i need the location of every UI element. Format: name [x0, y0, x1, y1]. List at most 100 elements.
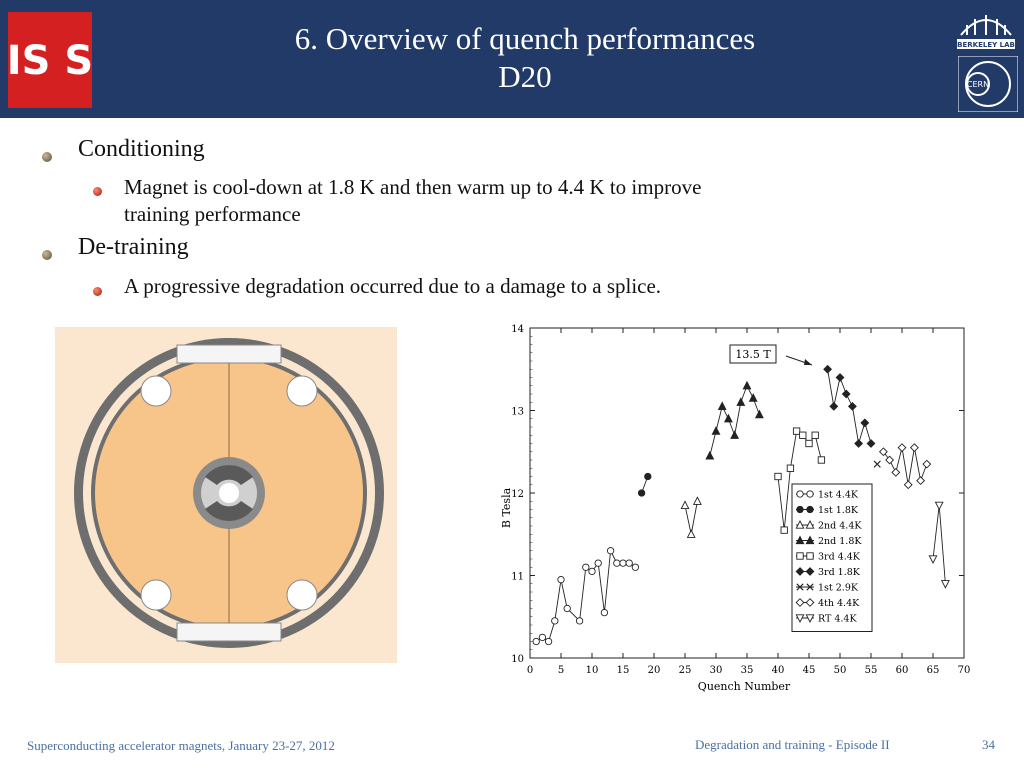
- x-tick-label: 15: [617, 665, 630, 676]
- data-point: [860, 418, 870, 428]
- y-tick-label: 11: [511, 572, 524, 583]
- y-tick-label: 12: [511, 489, 524, 500]
- sub-bullet-detraining: A progressive degradation occurred due t…: [124, 274, 662, 298]
- data-point: [631, 563, 640, 571]
- series-1st-1-8k: [637, 472, 652, 497]
- data-point: [885, 455, 895, 465]
- isis-logo: IS S: [8, 12, 92, 108]
- data-point: [796, 490, 804, 498]
- data-point: [538, 633, 547, 642]
- y-tick-label: 13: [511, 407, 524, 418]
- x-axis-label: Quench Number: [698, 680, 791, 693]
- legend-label: 2nd 1.8K: [818, 536, 862, 547]
- data-point: [594, 559, 602, 567]
- data-point: [903, 480, 913, 490]
- data-point: [544, 637, 553, 646]
- x-tick-label: 35: [741, 665, 754, 676]
- data-point: [736, 397, 746, 406]
- legend-label: 3rd 1.8K: [818, 567, 861, 578]
- data-point: [795, 598, 805, 607]
- sub-bullet-icon: [93, 287, 102, 296]
- series-2nd-4-4k: [680, 496, 702, 538]
- annotation-box: [729, 344, 777, 364]
- data-point: [742, 380, 752, 390]
- data-point: [613, 559, 621, 567]
- header-bar: IS S 6. Overview of quench performances …: [0, 0, 1024, 118]
- page-title: 6. Overview of quench performances D20: [120, 20, 930, 96]
- data-point: [625, 559, 633, 567]
- data-point: [780, 526, 788, 534]
- data-point: [922, 459, 932, 469]
- data-point: [897, 443, 907, 453]
- title-line-2: D20: [498, 59, 552, 94]
- legend-label: RT 4.4K: [818, 614, 857, 625]
- footer-episode: Degradation and training - Episode II: [695, 737, 890, 752]
- data-point: [619, 559, 627, 567]
- data-point: [817, 456, 826, 464]
- data-point: [854, 439, 864, 448]
- title-line-1: 6. Overview of quench performances: [294, 21, 756, 56]
- data-point: [841, 389, 851, 399]
- series-2nd-1-8k: [705, 380, 764, 460]
- legend-label: 2nd 4.4K: [818, 521, 862, 532]
- legend-label: 1st 1.8K: [818, 505, 859, 516]
- data-point: [795, 614, 805, 623]
- annotation-label: 13.5 T: [735, 348, 771, 361]
- data-point: [730, 430, 740, 439]
- data-point: [866, 439, 876, 448]
- data-point: [805, 598, 815, 607]
- data-point: [686, 529, 696, 538]
- data-point: [829, 401, 839, 411]
- data-point: [799, 431, 807, 439]
- bullet-icon: [42, 152, 52, 162]
- data-point: [774, 472, 782, 481]
- data-point: [582, 563, 590, 571]
- data-point: [551, 617, 559, 625]
- data-point: [928, 555, 938, 564]
- y-tick-label: 10: [511, 654, 524, 665]
- data-point: [805, 535, 815, 545]
- data-point: [723, 413, 733, 423]
- data-point: [717, 401, 727, 411]
- data-point: [806, 505, 814, 514]
- legend-label: 3rd 4.4K: [818, 552, 861, 563]
- cern-text: CERN: [967, 80, 989, 89]
- data-point: [796, 552, 804, 560]
- page-number: 34: [982, 737, 995, 752]
- data-point: [940, 580, 950, 589]
- quench-chart: 0 5 10 15 20 25 30 35 40 45 50 55 60 65 70 10 11 12 13 14 1…: [496, 318, 980, 696]
- x-tick-label: 70: [958, 665, 971, 676]
- data-point: [795, 567, 805, 576]
- cern-logo: CERN: [958, 56, 1018, 112]
- x-tick-label: 65: [927, 665, 940, 676]
- data-point: [711, 426, 721, 435]
- x-tick-label: 40: [772, 665, 785, 676]
- data-point: [754, 409, 764, 419]
- data-point: [637, 489, 646, 497]
- x-tick-label: 5: [558, 665, 564, 676]
- data-point: [934, 501, 944, 511]
- footer-course: Superconducting accelerator magnets, Jan…: [27, 738, 335, 753]
- data-point: [792, 427, 801, 435]
- data-point: [796, 505, 804, 514]
- data-point: [823, 364, 833, 374]
- legend-box: [791, 483, 873, 632]
- x-tick-label: 30: [710, 665, 723, 676]
- bullet-icon: [42, 250, 52, 260]
- data-point: [806, 583, 814, 591]
- data-point: [786, 464, 795, 472]
- data-point: [805, 520, 815, 529]
- data-point: [805, 439, 813, 448]
- series-1st-4-4k: [532, 547, 640, 646]
- data-point: [692, 496, 702, 505]
- isis-logo-text: IS S: [8, 38, 92, 84]
- data-point: [588, 567, 596, 576]
- data-point: [805, 614, 815, 623]
- y-axis-label: B Tesla: [500, 487, 513, 528]
- data-point: [796, 583, 804, 591]
- sub-bullet-line-2: training performance: [124, 202, 301, 226]
- sub-bullet-conditioning: Magnet is cool-down at 1.8 K and then wa…: [124, 174, 944, 228]
- legend-label: 4th 4.4K: [818, 598, 860, 609]
- berkeley-lab-logo: BERKELEY LAB: [957, 15, 1015, 49]
- series-rt-4-4k: [928, 501, 950, 589]
